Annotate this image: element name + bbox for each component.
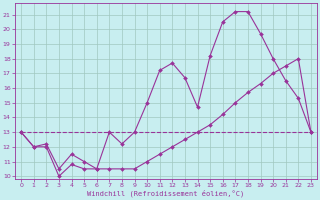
X-axis label: Windchill (Refroidissement éolien,°C): Windchill (Refroidissement éolien,°C) — [87, 190, 245, 197]
